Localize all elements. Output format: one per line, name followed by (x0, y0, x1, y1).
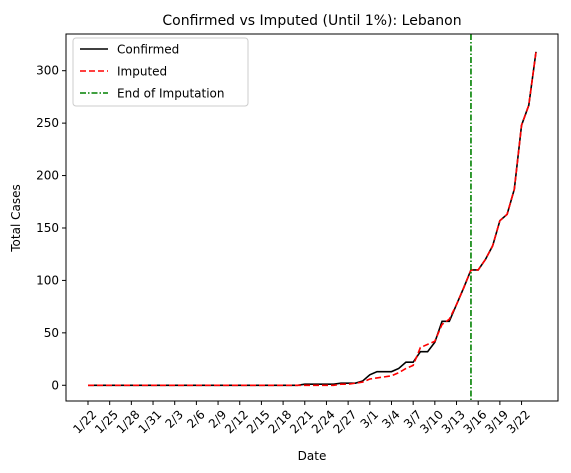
chart-title: Confirmed vs Imputed (Until 1%): Lebanon (162, 13, 461, 29)
x-tick-label: 2/6 (184, 407, 208, 431)
x-tick-label: 3/22 (504, 407, 533, 436)
x-tick-label: 2/18 (265, 407, 294, 436)
y-tick-label: 200 (36, 169, 59, 183)
x-tick-label: 3/16 (461, 407, 490, 436)
y-tick-label: 300 (36, 64, 59, 78)
legend-box (72, 37, 249, 107)
plot-frame (65, 33, 559, 402)
x-tick-label: 2/21 (287, 407, 316, 436)
x-tick-label: 2/3 (162, 407, 186, 431)
y-axis-label: Total Cases (9, 184, 23, 252)
y-tick-label: 50 (44, 326, 59, 340)
x-tick-label: 2/15 (244, 407, 273, 436)
legend-label-end-of-imputation: End of Imputation (117, 87, 225, 101)
x-tick-label: 3/4 (379, 407, 403, 431)
x-tick-label: 3/19 (482, 407, 511, 436)
y-tick-label: 100 (36, 273, 59, 287)
x-tick-label: 3/13 (439, 407, 468, 436)
y-tick-label: 0 (51, 378, 59, 392)
x-tick-label: 2/12 (222, 407, 251, 436)
y-axis: 0 50 100 150 200 250 300 (36, 64, 66, 392)
y-tick-label: 150 (36, 221, 59, 235)
x-tick-label: 2/24 (309, 407, 338, 436)
x-tick-label: 1/28 (114, 407, 143, 436)
x-tick-label: 2/27 (331, 407, 360, 436)
x-axis: 1/221/251/281/312/32/62/92/122/152/182/2… (70, 401, 533, 436)
legend-label-confirmed: Confirmed (117, 43, 179, 57)
legend: Confirmed Imputed End of Imputation (72, 37, 249, 107)
x-tick-label: 1/22 (70, 407, 99, 436)
x-tick-label: 1/25 (92, 407, 121, 436)
x-tick-label: 3/1 (358, 407, 382, 431)
y-tick-label: 250 (36, 116, 59, 130)
x-tick-label: 3/10 (417, 407, 446, 436)
legend-label-imputed: Imputed (117, 65, 167, 79)
plot-area (88, 34, 537, 401)
x-axis-label: Date (298, 449, 327, 463)
series-line-imputed (88, 51, 537, 387)
x-tick-label: 1/31 (135, 407, 164, 436)
